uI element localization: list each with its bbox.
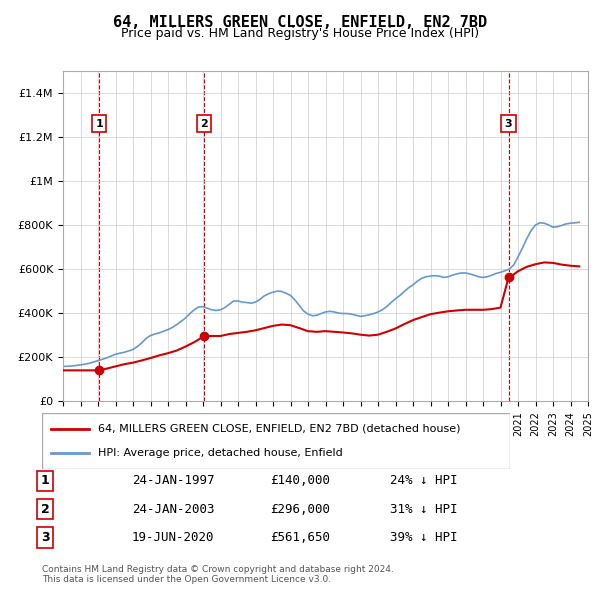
Text: 19-JUN-2020: 19-JUN-2020 [132, 531, 215, 544]
Text: £296,000: £296,000 [270, 503, 330, 516]
Text: 2: 2 [200, 119, 208, 129]
Text: HPI: Average price, detached house, Enfield: HPI: Average price, detached house, Enfi… [98, 448, 343, 458]
Text: 24-JAN-2003: 24-JAN-2003 [132, 503, 215, 516]
Text: £561,650: £561,650 [270, 531, 330, 544]
FancyBboxPatch shape [42, 413, 510, 469]
Text: 3: 3 [41, 531, 49, 544]
Text: 3: 3 [505, 119, 512, 129]
Text: 64, MILLERS GREEN CLOSE, ENFIELD, EN2 7BD (detached house): 64, MILLERS GREEN CLOSE, ENFIELD, EN2 7B… [98, 424, 461, 434]
Text: 24-JAN-1997: 24-JAN-1997 [132, 474, 215, 487]
Text: 31% ↓ HPI: 31% ↓ HPI [390, 503, 458, 516]
Text: Price paid vs. HM Land Registry's House Price Index (HPI): Price paid vs. HM Land Registry's House … [121, 27, 479, 40]
Text: 24% ↓ HPI: 24% ↓ HPI [390, 474, 458, 487]
Text: 64, MILLERS GREEN CLOSE, ENFIELD, EN2 7BD: 64, MILLERS GREEN CLOSE, ENFIELD, EN2 7B… [113, 15, 487, 30]
Text: £140,000: £140,000 [270, 474, 330, 487]
Text: 39% ↓ HPI: 39% ↓ HPI [390, 531, 458, 544]
Text: 1: 1 [95, 119, 103, 129]
Text: 2: 2 [41, 503, 49, 516]
Text: Contains HM Land Registry data © Crown copyright and database right 2024.
This d: Contains HM Land Registry data © Crown c… [42, 565, 394, 584]
Text: 1: 1 [41, 474, 49, 487]
